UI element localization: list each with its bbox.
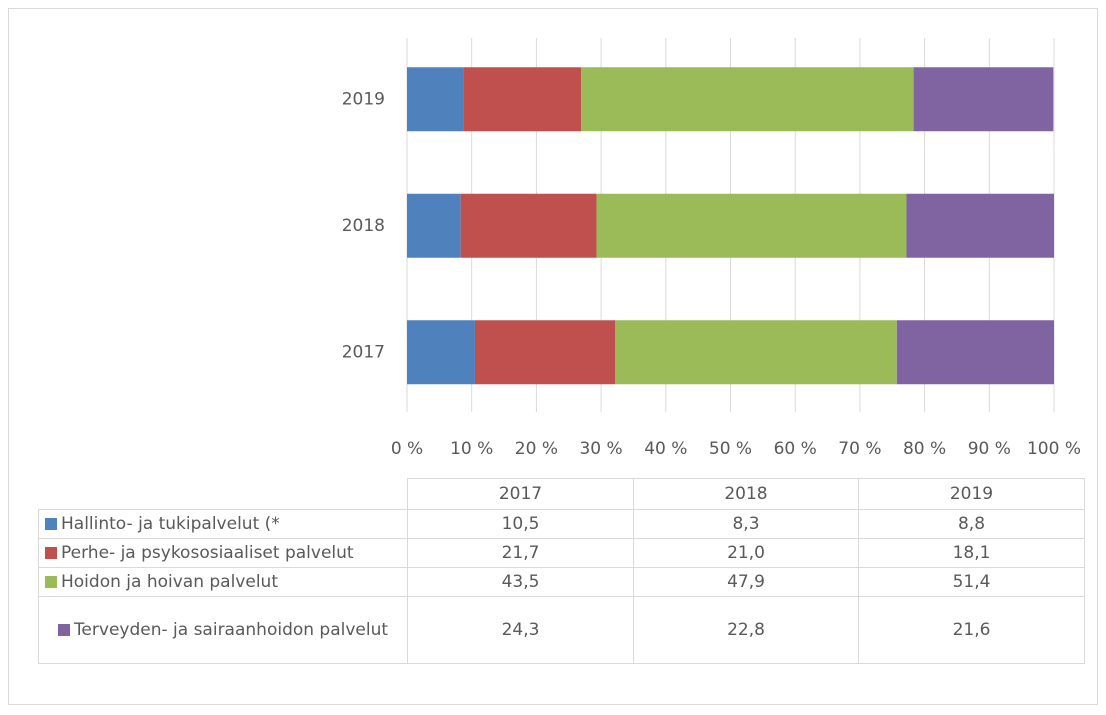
table-value: 21,0 bbox=[633, 538, 859, 568]
chart: 0 % 10 % 20 % 30 % 40 % 50 % 60 % 70 % 80 % 90 % 1… bbox=[342, 38, 1081, 459]
table-header: 2018 bbox=[633, 478, 859, 510]
table-value: 8,3 bbox=[633, 509, 859, 539]
legend-label: Terveyden- ja sairaanhoidon palvelut bbox=[73, 620, 389, 640]
table-value: 18,1 bbox=[858, 538, 1085, 568]
bar-segment bbox=[407, 67, 464, 132]
table-value: 8,8 bbox=[858, 509, 1085, 539]
bar-segment bbox=[596, 193, 907, 258]
bar-segment bbox=[463, 67, 582, 132]
x-tick-label: 10 % bbox=[450, 439, 493, 459]
chart-frame bbox=[8, 8, 1098, 705]
bar-segment bbox=[474, 320, 616, 385]
table-header: 2017 bbox=[407, 478, 634, 510]
y-tick-label: 2019 bbox=[342, 89, 385, 109]
legend-content: Perhe- ja psykososiaaliset palvelut bbox=[45, 543, 354, 563]
legend-content: Terveyden- ja sairaanhoidon palvelut bbox=[53, 620, 393, 640]
table-value: 43,5 bbox=[407, 567, 634, 597]
bar-segment bbox=[615, 320, 897, 385]
legend-label: Hallinto- ja tukipalvelut (* bbox=[61, 514, 280, 534]
x-tick-label: 20 % bbox=[515, 439, 558, 459]
bar-segment bbox=[913, 67, 1054, 132]
table-value: 22,8 bbox=[633, 596, 859, 664]
table-value: 21,6 bbox=[858, 596, 1085, 664]
legend-swatch bbox=[57, 624, 70, 636]
legend-swatch bbox=[45, 547, 57, 559]
x-tick-label: 100 % bbox=[1027, 439, 1081, 459]
bar-segment bbox=[581, 67, 914, 132]
x-tick-label: 50 % bbox=[709, 439, 752, 459]
x-tick-label: 0 % bbox=[391, 439, 423, 459]
legend-entry: Hallinto- ja tukipalvelut (* bbox=[38, 509, 408, 539]
x-tick-label: 90 % bbox=[968, 439, 1011, 459]
x-tick-label: 70 % bbox=[838, 439, 881, 459]
x-tick-label: 60 % bbox=[774, 439, 817, 459]
table-value: 24,3 bbox=[407, 596, 634, 664]
x-tick-label: 40 % bbox=[644, 439, 687, 459]
legend-swatch bbox=[45, 518, 57, 530]
bar-segment bbox=[407, 193, 461, 258]
table-value: 51,4 bbox=[858, 567, 1085, 597]
legend-content: Hoidon ja hoivan palvelut bbox=[45, 572, 278, 592]
legend-swatch bbox=[45, 576, 57, 588]
table-value: 10,5 bbox=[407, 509, 634, 539]
x-tick-label: 80 % bbox=[903, 439, 946, 459]
table-header: 2019 bbox=[858, 478, 1085, 510]
table-value: 21,7 bbox=[407, 538, 634, 568]
bar-segment bbox=[407, 320, 475, 385]
bar-segment bbox=[896, 320, 1054, 385]
bar-segment bbox=[906, 193, 1054, 258]
legend-content: Hallinto- ja tukipalvelut (* bbox=[45, 514, 280, 534]
bar-segment bbox=[460, 193, 597, 258]
legend-entry: Hoidon ja hoivan palvelut bbox=[38, 567, 408, 597]
legend-label: Perhe- ja psykososiaaliset palvelut bbox=[61, 543, 354, 563]
legend-entry: Terveyden- ja sairaanhoidon palvelut bbox=[38, 596, 408, 664]
legend-entry: Perhe- ja psykososiaaliset palvelut bbox=[38, 538, 408, 568]
y-tick-label: 2017 bbox=[342, 342, 385, 362]
x-tick-label: 30 % bbox=[579, 439, 622, 459]
legend-label: Hoidon ja hoivan palvelut bbox=[61, 572, 278, 592]
table-value: 47,9 bbox=[633, 567, 859, 597]
y-tick-label: 2018 bbox=[342, 216, 385, 236]
